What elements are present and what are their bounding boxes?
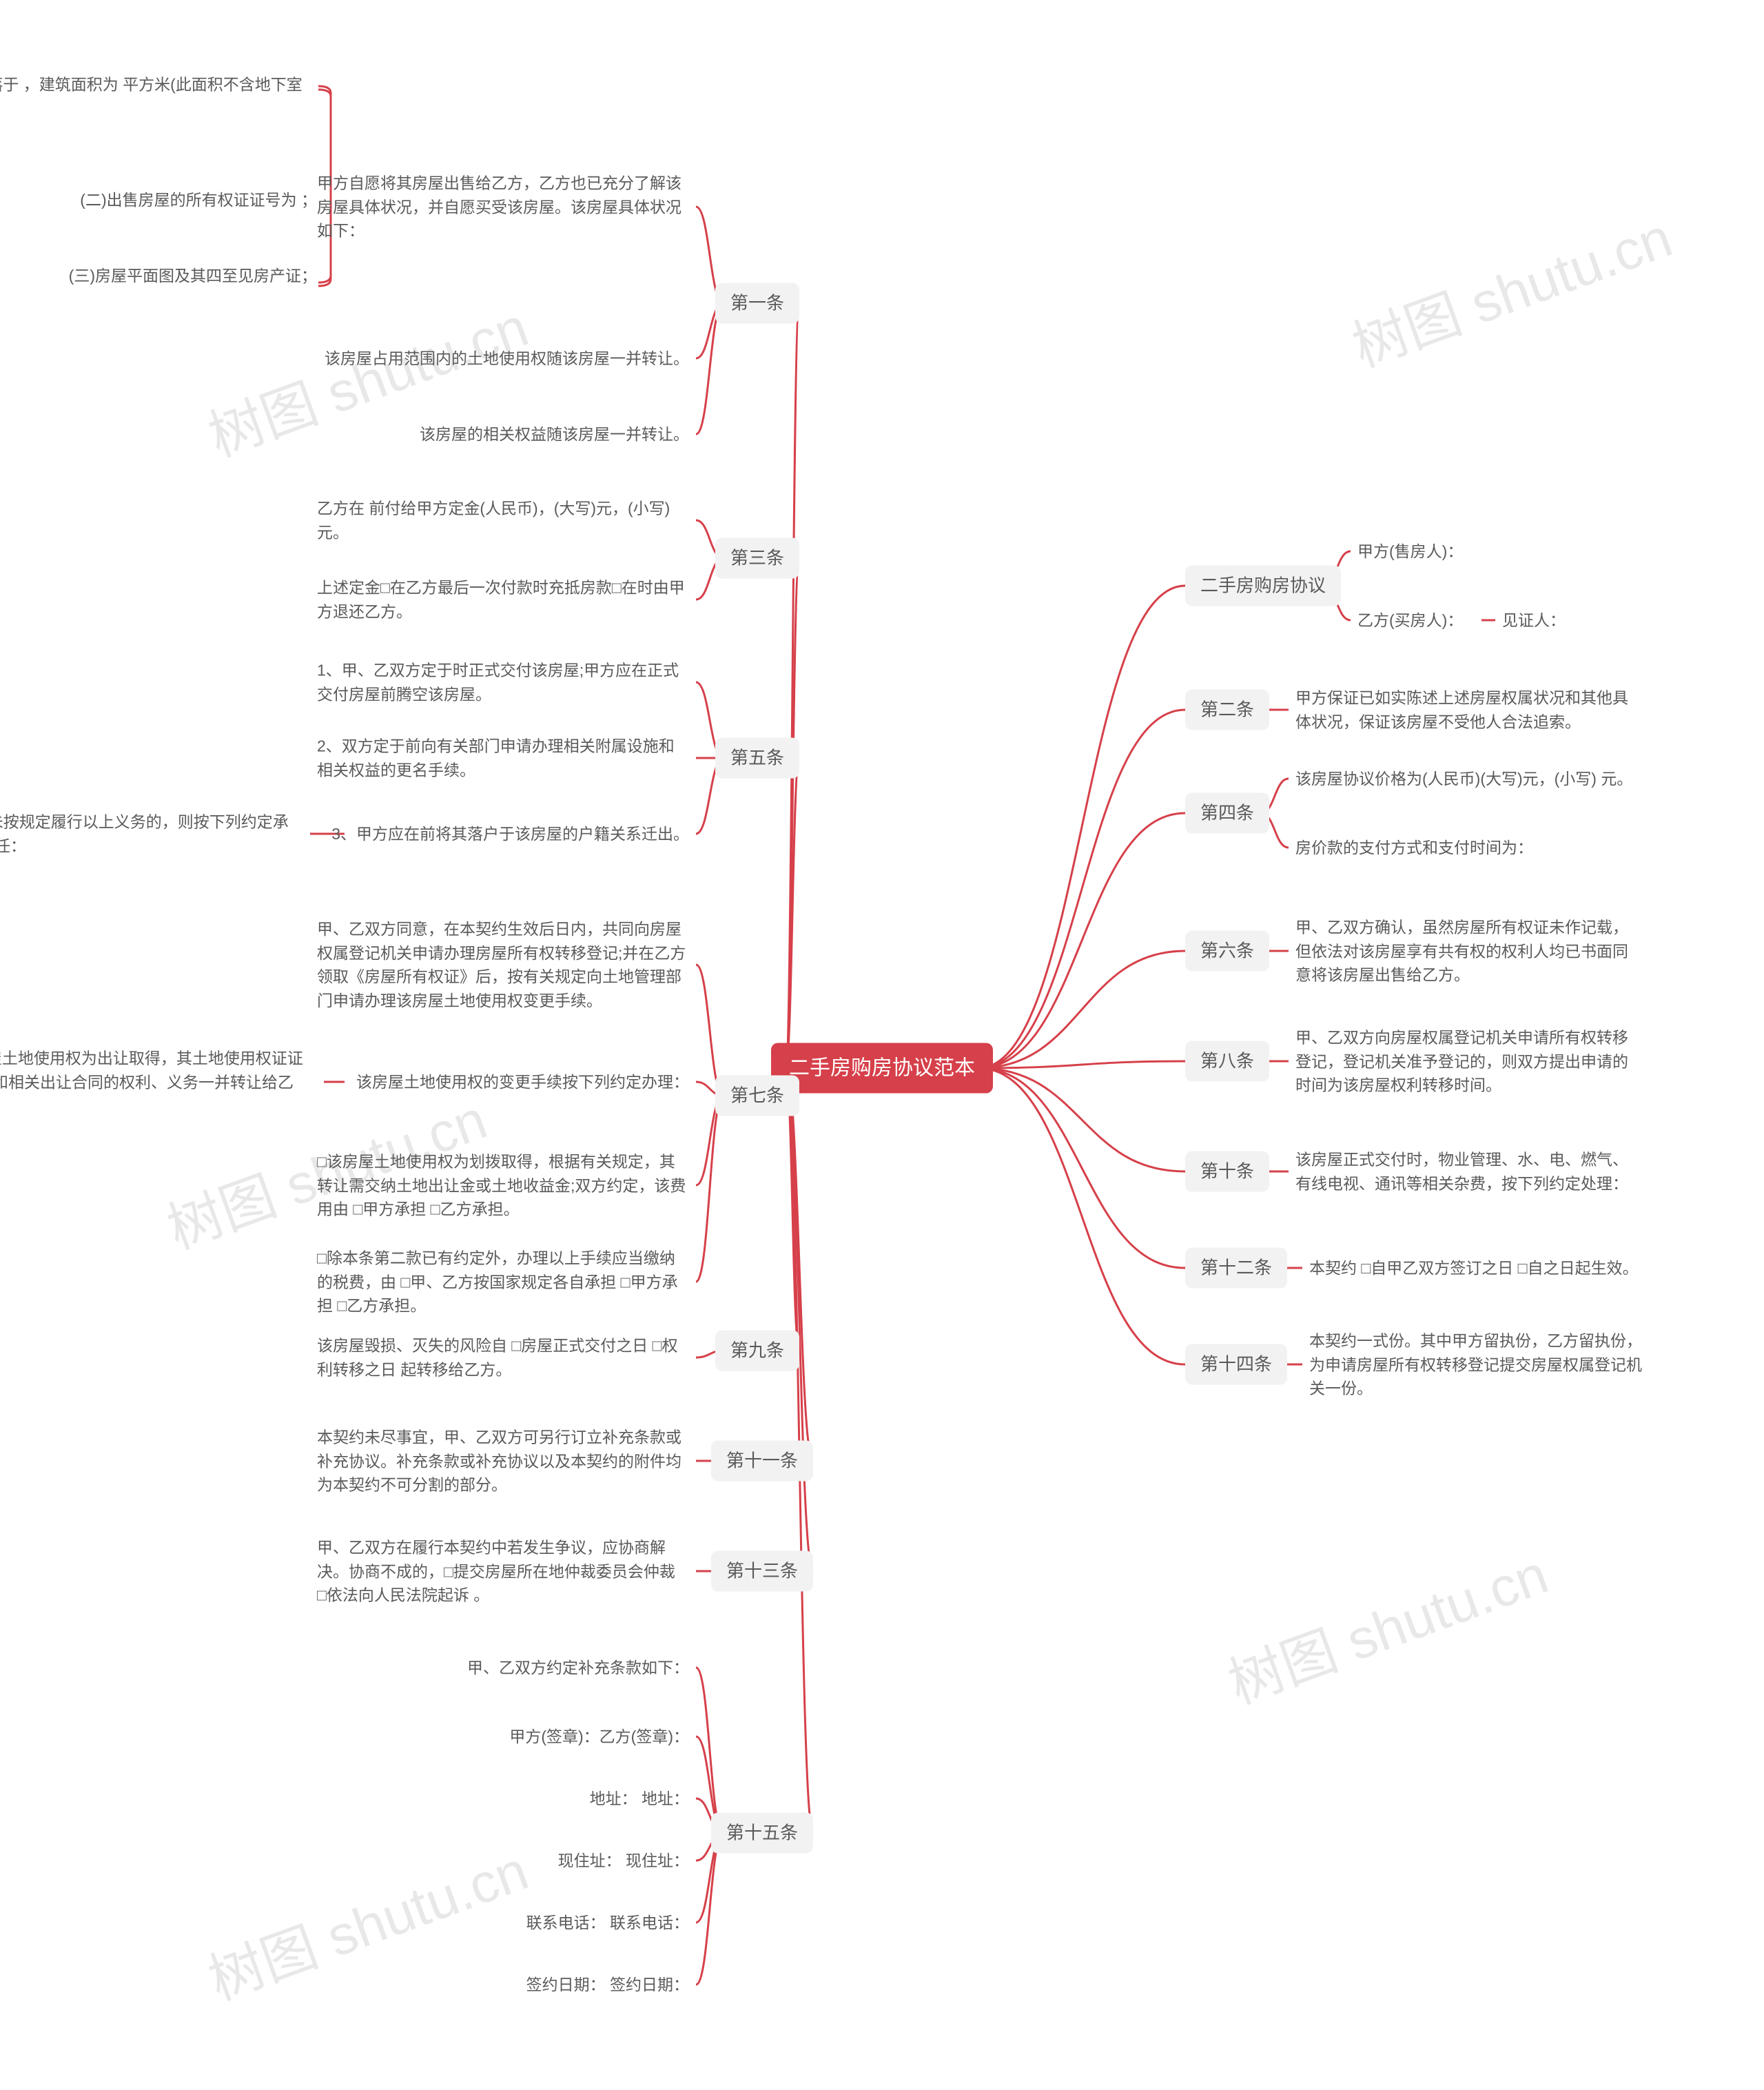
leaf-s1-12: 该房屋的相关权益随该房屋一并转让。 [420, 422, 689, 447]
leaf-s11-23: 本契约未尽事宜，甲、乙双方可另行订立补充条款或补充协议。补充条款或补充协议以及本… [317, 1425, 689, 1497]
leaf-s7-19-0: □该房屋土地使用权为出让取得，其土地使用权证证载权利和相关出让合同的权利、义务一… [0, 1046, 317, 1118]
section-s6: 第六条 [1185, 931, 1269, 972]
leaf-s1-10-2: (三)房屋平面图及其四至见房产证； [69, 264, 317, 288]
leaf-s14-9: 本契约一式份。其中甲方留执份，乙方留执份，为申请房屋所有权转移登记提交房屋权属登… [1309, 1329, 1654, 1400]
leaf-s12-8: 本契约 □自甲乙双方签订之日 □自之日起生效。 [1309, 1256, 1639, 1280]
section-s15: 第十五条 [711, 1813, 813, 1854]
section-s4: 第四条 [1185, 793, 1269, 834]
section-s2: 第二条 [1185, 690, 1269, 730]
leaf-s1-10: 甲方自愿将其房屋出售给乙方，乙方也已充分了解该房屋具体状况，并自愿买受该房屋。该… [317, 171, 689, 243]
leaf-s8-6: 甲、乙双方向房屋权属登记机关申请所有权转移登记，登记机关准予登记的，则双方提出申… [1295, 1025, 1640, 1097]
leaf-s5-17-0: 4、甲方未按规定履行以上义务的，则按下列约定承担违约责任： [0, 810, 303, 858]
leaf-s1-11: 该房屋占用范围内的土地使用权随该房屋一并转让。 [325, 347, 689, 371]
watermark: 树图 shutu.cn [196, 1827, 537, 2016]
section-s9: 第九条 [715, 1331, 799, 1371]
leaf-s15-25: 甲、乙双方约定补充条款如下： [467, 1656, 689, 1680]
section-s14: 第十四条 [1185, 1344, 1287, 1385]
watermark: 树图 shutu.cn [1340, 194, 1681, 383]
leaf-s15-30: 签约日期： 签约日期： [526, 1973, 689, 1997]
leaf-s7-21: □除本条第二款已有约定外，办理以上手续应当缴纳的税费，由 □甲、乙方按国家规定各… [317, 1246, 689, 1318]
leaf-s7-18: 甲、乙双方同意，在本契约生效后日内，共同向房屋权属登记机关申请办理房屋所有权转移… [317, 917, 689, 1012]
leaf-s3-14: 上述定金□在乙方最后一次付款时充抵房款□在时由甲方退还乙方。 [317, 576, 689, 624]
leaf-s7-19: 该房屋土地使用权的变更手续按下列约定办理： [356, 1070, 689, 1094]
section-s10: 第十条 [1185, 1151, 1269, 1192]
leaf-s4-3: 该房屋协议价格为(人民币)(大写)元，(小写) 元。 [1295, 767, 1632, 791]
mindmap-canvas: 树图 shutu.cn树图 shutu.cn树图 shutu.cn树图 shut… [0, 0, 1764, 2090]
leaf-s5-15: 1、甲、乙双方定于时正式交付该房屋;甲方应在正式交付房屋前腾空该房屋。 [317, 659, 689, 706]
section-s13: 第十三条 [711, 1551, 813, 1592]
section-s11: 第十一条 [711, 1441, 813, 1482]
section-s-agree: 二手房购房协议 [1185, 566, 1341, 606]
leaf-s15-26: 甲方(签章)：乙方(签章)： [509, 1725, 689, 1749]
leaf-s5-16: 2、双方定于前向有关部门申请办理相关附属设施和相关权益的更名手续。 [317, 735, 689, 782]
leaf-s15-28: 现住址： 现住址： [558, 1849, 689, 1873]
leaf-s4-4: 房价款的支付方式和支付时间为： [1295, 836, 1533, 860]
leaf-s9-22: 该房屋毁损、灭失的风险自 □房屋正式交付之日 □权利转移之日 起转移给乙方。 [317, 1334, 689, 1382]
leaf-s7-20: □该房屋土地使用权为划拨取得，根据有关规定，其转让需交纳土地出让金或土地收益金;… [317, 1149, 689, 1221]
leaf-s2-2: 甲方保证已如实陈述上述房屋权属状况和其他具体状况，保证该房屋不受他人合法追索。 [1295, 686, 1640, 734]
section-s7: 第七条 [715, 1076, 799, 1116]
leaf-s1-10-0: (一)座落于 ，建筑面积为 平方米(此面积不含地下室面积)； [0, 73, 317, 121]
leaf-s3-13: 乙方在 前付给甲方定金(人民币)，(大写)元，(小写)元。 [317, 497, 689, 544]
leaf-s13-24: 甲、乙双方在履行本契约中若发生争议，应协商解决。协商不成的，□提交房屋所在地仲裁… [317, 1535, 689, 1607]
section-s3: 第三条 [715, 538, 799, 579]
leaf-s-agree-1-0: 见证人： [1502, 608, 1566, 633]
section-s8: 第八条 [1185, 1041, 1269, 1082]
leaf-s-agree-1: 乙方(买房人)： [1357, 608, 1463, 633]
leaf-s5-17: 3、甲方应在前将其落户于该房屋的户籍关系迁出。 [331, 822, 689, 846]
section-s1: 第一条 [715, 283, 799, 324]
leaf-s15-29: 联系电话： 联系电话： [526, 1911, 689, 1935]
leaf-s10-7: 该房屋正式交付时，物业管理、水、电、燃气、有线电视、通讯等相关杂费，按下列约定处… [1295, 1148, 1640, 1196]
leaf-s6-5: 甲、乙双方确认，虽然房屋所有权证未作记载，但依法对该房屋享有共有权的权利人均已书… [1295, 915, 1640, 987]
section-s5: 第五条 [715, 738, 799, 779]
root-node: 二手房购房协议范本 [771, 1043, 993, 1094]
leaf-s1-10-1: (二)出售房屋的所有权证证号为 ； [80, 188, 317, 212]
leaf-s15-27: 地址： 地址： [590, 1787, 689, 1811]
watermark: 树图 shutu.cn [1216, 1530, 1557, 1720]
leaf-s-agree-0: 甲方(售房人)： [1357, 540, 1463, 564]
section-s12: 第十二条 [1185, 1248, 1287, 1289]
